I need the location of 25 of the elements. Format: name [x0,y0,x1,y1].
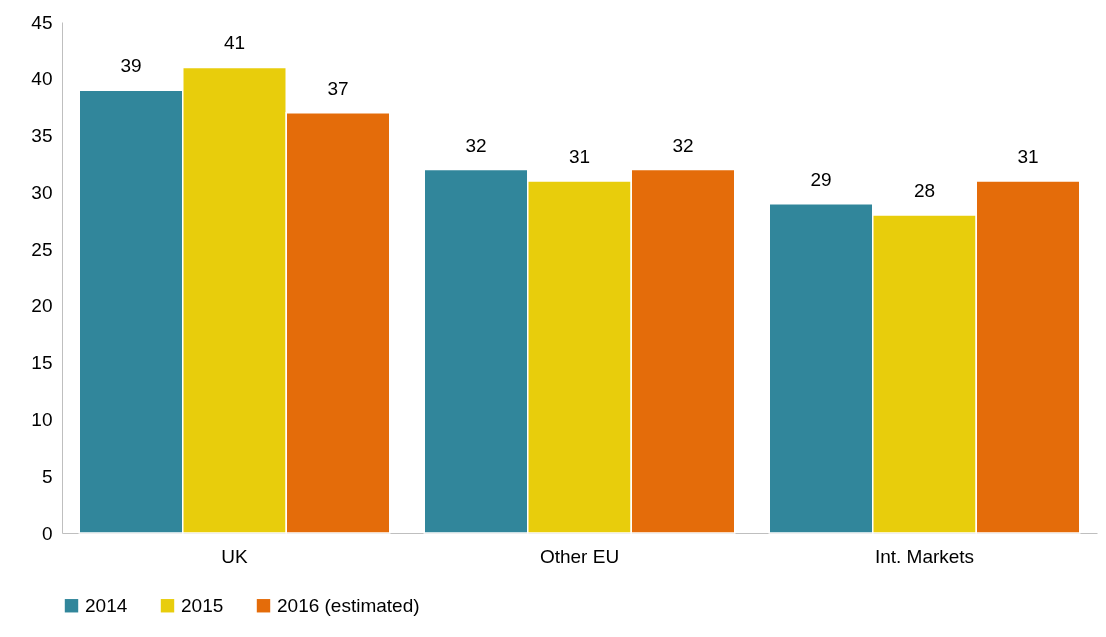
y-tick-label: 10 [31,408,53,430]
y-tick-label: 25 [31,238,53,260]
x-tick-label: UK [221,545,249,567]
legend-label: 2015 [181,594,224,616]
y-tick-label: 20 [31,295,53,317]
y-tick-label: 0 [41,522,53,544]
y-tick-label: 15 [31,352,53,374]
data-label: 41 [223,32,246,54]
y-tick-label: 45 [31,11,53,33]
x-tick-label: Int. Markets [874,545,975,567]
y-tick-label: 40 [31,68,53,90]
data-label: 39 [120,55,142,77]
y-tick-label: 30 [31,181,53,203]
legend-label: 2016 (estimated) [277,594,420,616]
data-label: 31 [568,145,591,167]
data-label: 32 [465,134,487,156]
legend-label: 2014 [85,594,128,616]
data-label: 37 [327,77,349,99]
y-tick-label: 5 [41,465,53,487]
x-tick-label: Other EU [539,545,620,567]
data-label: 32 [672,134,694,156]
y-tick-label: 35 [31,125,53,147]
data-label: 28 [913,180,936,202]
data-label: 31 [1017,145,1039,167]
data-label: 29 [810,168,832,190]
